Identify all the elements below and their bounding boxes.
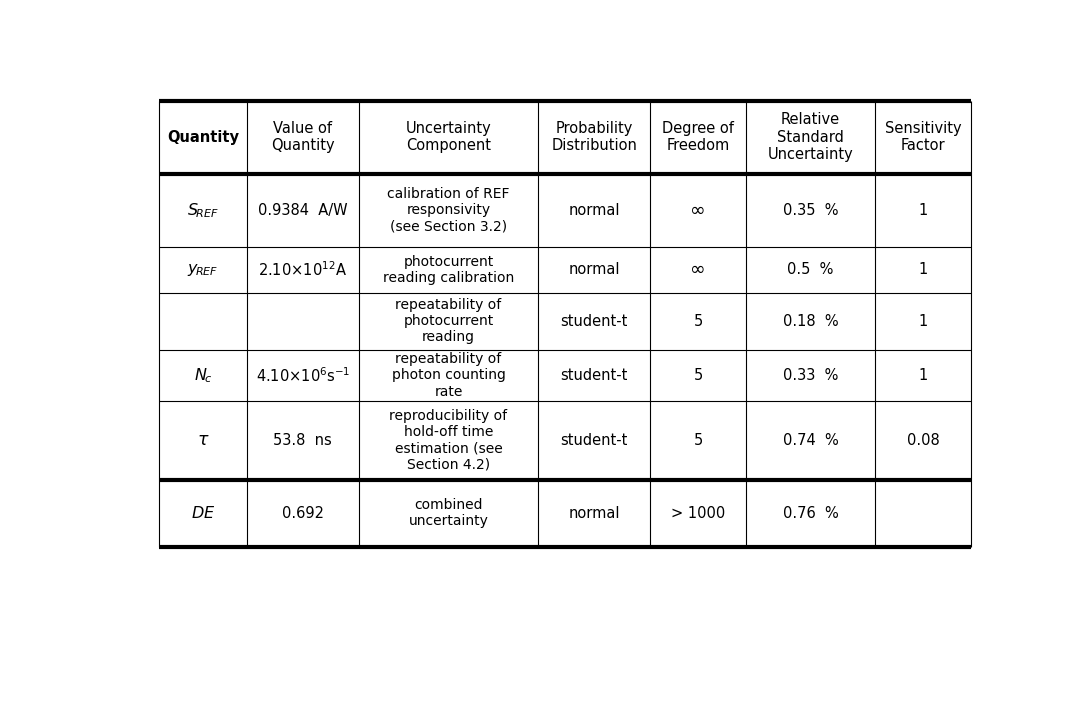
Text: student-t: student-t xyxy=(561,314,628,329)
Text: $\mathit{N}_{\!c}$: $\mathit{N}_{\!c}$ xyxy=(194,366,212,385)
Text: combined
uncertainty: combined uncertainty xyxy=(408,498,489,529)
Text: $2.10{\times}10^{12}$A: $2.10{\times}10^{12}$A xyxy=(259,260,347,279)
Text: Sensitivity
Factor: Sensitivity Factor xyxy=(885,121,961,153)
Text: 0.33  %: 0.33 % xyxy=(783,368,838,383)
Text: 5: 5 xyxy=(694,314,702,329)
Text: 0.08: 0.08 xyxy=(906,433,940,448)
Text: 0.9384  A/W: 0.9384 A/W xyxy=(258,202,348,218)
Text: $\mathbf{\mathit{DE}}$: $\mathbf{\mathit{DE}}$ xyxy=(191,505,215,522)
Text: 1: 1 xyxy=(918,262,928,277)
Text: 0.18  %: 0.18 % xyxy=(783,314,839,329)
Text: normal: normal xyxy=(568,262,620,277)
Text: $\mathit{y}_{\!\mathit{REF}}$: $\mathit{y}_{\!\mathit{REF}}$ xyxy=(187,262,219,278)
Text: 0.76  %: 0.76 % xyxy=(783,506,839,521)
Text: student-t: student-t xyxy=(561,433,628,448)
Text: 1: 1 xyxy=(918,202,928,218)
Text: Value of
Quantity: Value of Quantity xyxy=(271,121,335,153)
Text: repeatability of
photon counting
rate: repeatability of photon counting rate xyxy=(392,352,506,399)
Text: normal: normal xyxy=(568,506,620,521)
Text: > 1000: > 1000 xyxy=(671,506,725,521)
Text: 5: 5 xyxy=(694,368,702,383)
Text: calibration of REF
responsivity
(see Section 3.2): calibration of REF responsivity (see Sec… xyxy=(388,187,510,233)
Text: normal: normal xyxy=(568,202,620,218)
Text: 0.35  %: 0.35 % xyxy=(783,202,839,218)
Text: reproducibility of
hold-off time
estimation (see
Section 4.2): reproducibility of hold-off time estimat… xyxy=(390,409,508,472)
Text: $4.10{\times}10^{6}\mathrm{s}^{-1}$: $4.10{\times}10^{6}\mathrm{s}^{-1}$ xyxy=(256,366,350,385)
Text: 1: 1 xyxy=(918,314,928,329)
Text: ∞: ∞ xyxy=(691,201,706,220)
Text: 0.74  %: 0.74 % xyxy=(783,433,839,448)
Text: Probability
Distribution: Probability Distribution xyxy=(551,121,637,153)
Text: repeatability of
photocurrent
reading: repeatability of photocurrent reading xyxy=(395,298,502,344)
Text: 53.8  ns: 53.8 ns xyxy=(274,433,332,448)
Text: ∞: ∞ xyxy=(691,260,706,279)
Text: $\tau$: $\tau$ xyxy=(197,431,209,449)
Text: Quantity: Quantity xyxy=(166,129,238,145)
Text: Uncertainty
Component: Uncertainty Component xyxy=(406,121,491,153)
Text: $\mathbf{\mathit{S}}_{\!\mathbf{\mathit{REF}}}$: $\mathbf{\mathit{S}}_{\!\mathbf{\mathit{… xyxy=(187,201,219,219)
Text: 0.692: 0.692 xyxy=(281,506,323,521)
Text: Relative
Standard
Uncertainty: Relative Standard Uncertainty xyxy=(768,112,854,162)
Text: 1: 1 xyxy=(918,368,928,383)
Text: 5: 5 xyxy=(694,433,702,448)
Text: photocurrent
reading calibration: photocurrent reading calibration xyxy=(382,254,514,285)
Text: student-t: student-t xyxy=(561,368,628,383)
Text: Degree of
Freedom: Degree of Freedom xyxy=(663,121,735,153)
Text: 0.5  %: 0.5 % xyxy=(787,262,833,277)
